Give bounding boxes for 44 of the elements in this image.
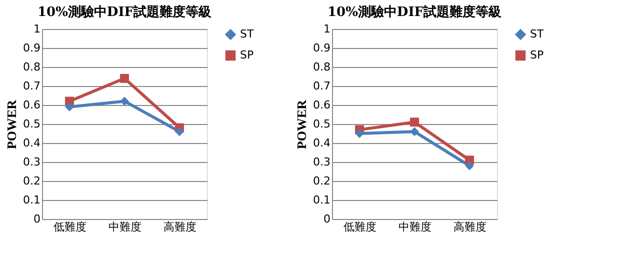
- x-tick-label: 高難度: [164, 220, 196, 234]
- y-tick-label: 0.8: [313, 60, 330, 74]
- point: [65, 102, 74, 112]
- point: [120, 74, 129, 83]
- y-tick-label: 0: [324, 212, 330, 226]
- y-tick-label: 0.5: [313, 118, 330, 130]
- x-tick-label: 低難度: [54, 220, 86, 234]
- y-tick-label: 0.1: [313, 194, 330, 206]
- point: [410, 127, 419, 136]
- x-tick-label: 低難度: [344, 220, 376, 234]
- y-tick-label: 0.9: [23, 42, 40, 54]
- x-tick-label: 中難度: [108, 220, 142, 234]
- y-tick-label: 0.3: [313, 156, 330, 168]
- y-tick-label: 0.7: [313, 80, 330, 92]
- y-tick-label: 0: [34, 212, 40, 226]
- y-axis-title: POWER: [294, 99, 310, 150]
- legend-label: ST: [530, 28, 544, 40]
- y-tick-label: 0.3: [23, 156, 40, 168]
- point: [410, 118, 419, 127]
- y-tick-label: 0.1: [23, 194, 40, 206]
- y-tick-label: 0.4: [23, 136, 40, 150]
- y-tick-label: 1: [34, 22, 40, 36]
- legend-label: ST: [240, 28, 254, 40]
- x-tick-label: 中難度: [398, 220, 432, 234]
- y-tick-label: 0.9: [313, 42, 330, 54]
- y-tick-label: 0.8: [23, 60, 40, 74]
- y-tick-label: 0.2: [23, 174, 40, 188]
- y-tick-label: 0.2: [313, 174, 330, 188]
- chart-title: 10%測驗中DIF試題難度等級: [37, 4, 213, 20]
- point: [465, 161, 474, 170]
- point: [175, 127, 184, 136]
- x-tick-label: 高難度: [454, 220, 486, 234]
- y-tick-label: 0.5: [23, 118, 40, 130]
- y-tick-label: 0.6: [313, 98, 330, 112]
- legend-label: SP: [530, 48, 544, 62]
- point: [355, 129, 364, 138]
- y-axis-title: POWER: [4, 99, 20, 150]
- chart-title: 10%測驗中DIF試題難度等級: [327, 4, 503, 20]
- point: [120, 96, 129, 106]
- y-tick-label: 1: [324, 22, 330, 36]
- y-tick-label: 0.4: [313, 136, 330, 150]
- y-tick-label: 0.7: [23, 80, 40, 92]
- y-tick-label: 0.6: [23, 98, 40, 112]
- legend-label: SP: [240, 48, 254, 62]
